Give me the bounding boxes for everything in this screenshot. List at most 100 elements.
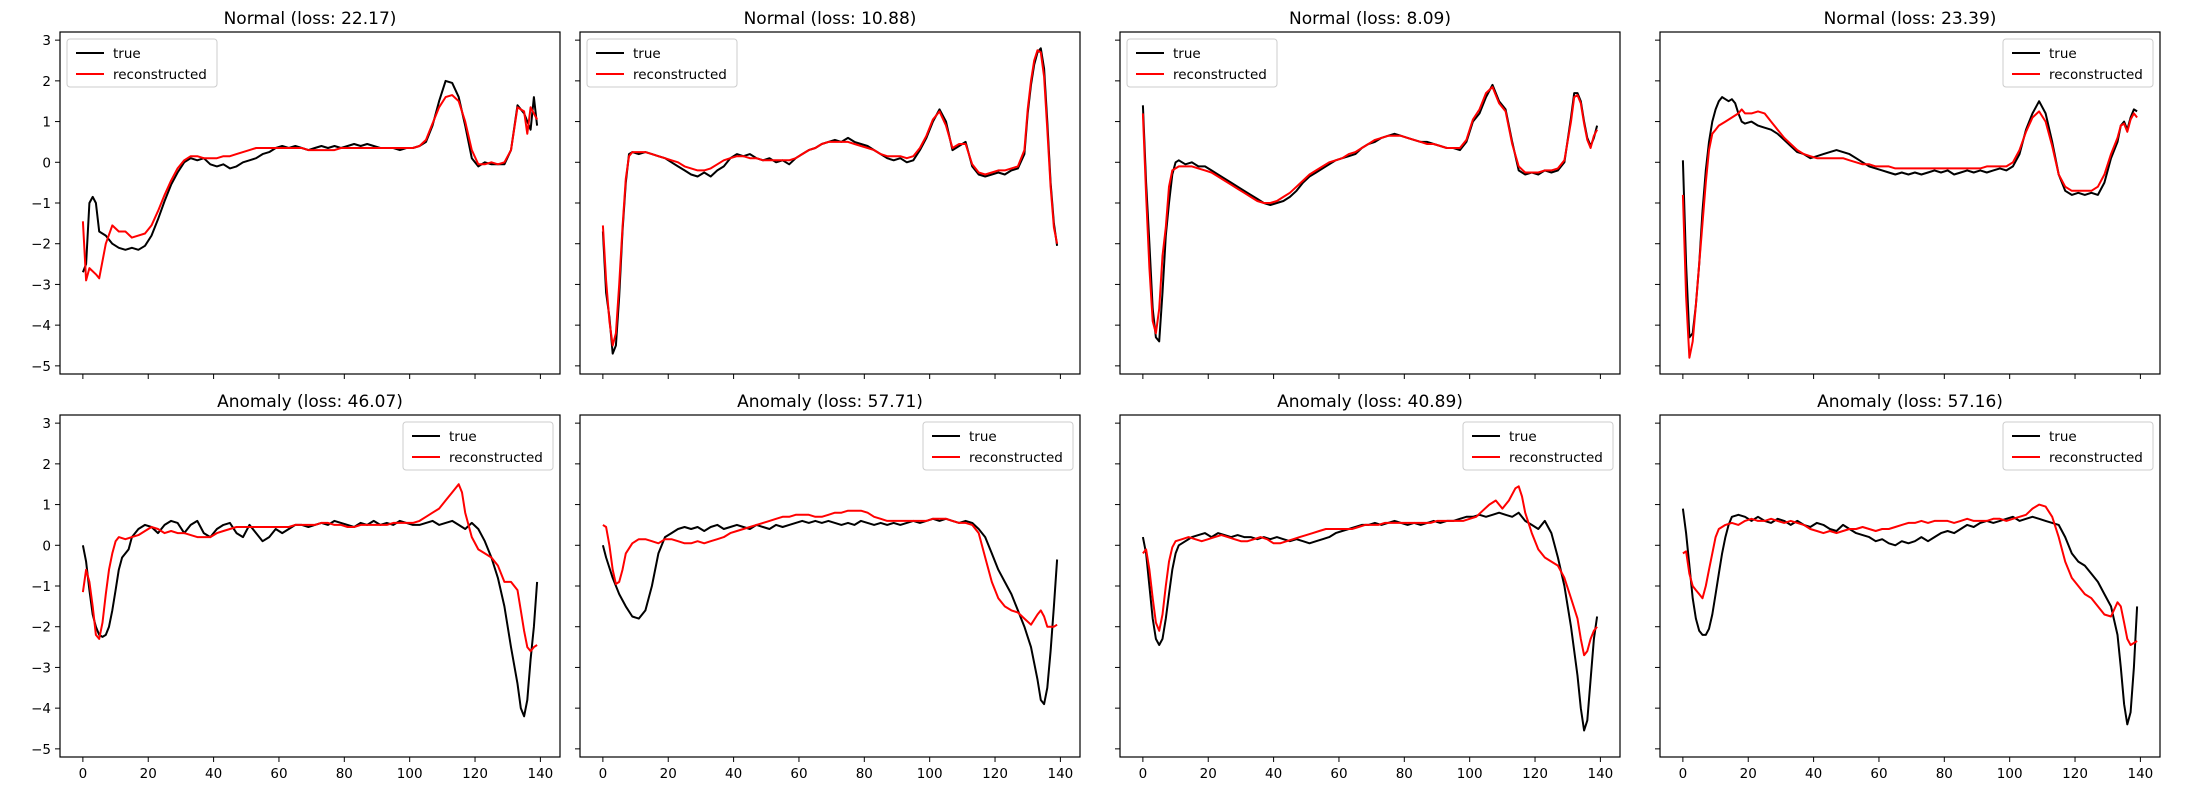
y-tick-label: −3 bbox=[31, 277, 51, 293]
legend: true reconstructed bbox=[2002, 421, 2154, 471]
legend-label-true: true bbox=[2049, 429, 2077, 445]
legend: true reconstructed bbox=[586, 38, 738, 88]
x-tick-label: 0 bbox=[599, 766, 608, 782]
legend-label-true: true bbox=[969, 429, 997, 445]
plot-frame bbox=[59, 414, 561, 758]
legend-label-reconstructed: reconstructed bbox=[1509, 450, 1603, 466]
subplot-title: Normal (loss: 23.39) bbox=[1824, 9, 1997, 29]
y-tick-label: 0 bbox=[42, 538, 51, 554]
legend-label-reconstructed: reconstructed bbox=[2049, 450, 2143, 466]
legend: true reconstructed bbox=[66, 38, 218, 88]
legend-label-true: true bbox=[2049, 46, 2077, 62]
subplot-title: Anomaly (loss: 40.89) bbox=[1277, 392, 1463, 412]
x-tick-label: 80 bbox=[856, 766, 873, 782]
series-line-reconstructed bbox=[81, 483, 538, 653]
series-line-reconstructed bbox=[601, 49, 1059, 347]
plot-frame bbox=[579, 414, 1081, 758]
x-tick-label: 40 bbox=[725, 766, 742, 782]
legend: true reconstructed bbox=[922, 421, 1074, 471]
y-tick-label: −2 bbox=[31, 620, 51, 636]
x-tick-label: 20 bbox=[140, 766, 157, 782]
legend-label-true: true bbox=[1509, 429, 1537, 445]
legend-box bbox=[1462, 421, 1614, 471]
x-tick-label: 140 bbox=[1048, 766, 1074, 782]
x-tick-label: 140 bbox=[528, 766, 554, 782]
plot-frame bbox=[1119, 31, 1621, 375]
plot-frame bbox=[1659, 31, 2161, 375]
subplot-3: Normal (loss: 8.09) true reconstructed bbox=[1115, 9, 1621, 379]
y-tick-label: −1 bbox=[31, 196, 51, 212]
subplot-4: Normal (loss: 23.39) true reconstructed bbox=[1655, 9, 2161, 379]
y-tick-label: 3 bbox=[42, 33, 51, 49]
y-tick-label: −4 bbox=[31, 701, 51, 717]
x-tick-label: 0 bbox=[1139, 766, 1148, 782]
x-tick-label: 120 bbox=[982, 766, 1008, 782]
subplot-grid: Normal (loss: 22.17) 3 2 1 0 −1 −2 −3 −4 −5 true re… bbox=[31, 9, 2161, 782]
legend-box bbox=[586, 38, 738, 88]
series-line-reconstructed bbox=[1681, 108, 2138, 359]
plot-frame bbox=[1119, 414, 1621, 758]
y-tick-label: −4 bbox=[31, 318, 51, 334]
x-tick-label: 40 bbox=[1265, 766, 1282, 782]
legend-label-reconstructed: reconstructed bbox=[449, 450, 543, 466]
legend-box bbox=[402, 421, 554, 471]
series-line-reconstructed bbox=[602, 509, 1058, 628]
x-tick-label: 100 bbox=[397, 766, 423, 782]
subplot-title: Anomaly (loss: 57.16) bbox=[1817, 392, 2003, 412]
subplot-5: Anomaly (loss: 46.07) 3 2 1 0 −1 −2 −3 −4 −5 0 20 40… bbox=[31, 392, 561, 782]
x-tick-label: 80 bbox=[336, 766, 353, 782]
plot-frame bbox=[59, 31, 561, 375]
series-line-reconstructed bbox=[81, 94, 538, 282]
legend-label-true: true bbox=[449, 429, 477, 445]
legend-label-true: true bbox=[1173, 46, 1201, 62]
legend-label-reconstructed: reconstructed bbox=[1173, 67, 1267, 83]
x-tick-label: 120 bbox=[462, 766, 488, 782]
x-tick-label: 60 bbox=[1330, 766, 1347, 782]
subplot-title: Normal (loss: 10.88) bbox=[744, 9, 917, 29]
legend-box bbox=[2002, 421, 2154, 471]
y-tick-label: −3 bbox=[31, 660, 51, 676]
x-tick-label: 120 bbox=[2062, 766, 2088, 782]
x-tick-label: 20 bbox=[1200, 766, 1217, 782]
series-line-true bbox=[1141, 511, 1599, 732]
legend-label-reconstructed: reconstructed bbox=[633, 67, 727, 83]
y-tick-label: −1 bbox=[31, 579, 51, 595]
legend: true reconstructed bbox=[2002, 38, 2154, 88]
x-tick-label: 60 bbox=[790, 766, 807, 782]
x-tick-label: 0 bbox=[1679, 766, 1688, 782]
x-tick-label: 80 bbox=[1936, 766, 1953, 782]
x-tick-label: 60 bbox=[270, 766, 287, 782]
subplot-6: Anomaly (loss: 57.71) 0 20 40 60 80 100 120 140 t… bbox=[575, 392, 1081, 782]
y-tick-label: 3 bbox=[42, 416, 51, 432]
x-tick-label: 140 bbox=[2128, 766, 2154, 782]
y-tick-label: 1 bbox=[42, 498, 51, 514]
y-tick-label: 1 bbox=[42, 115, 51, 131]
y-tick-label: 2 bbox=[42, 457, 51, 473]
legend-label-reconstructed: reconstructed bbox=[969, 450, 1063, 466]
y-tick-label: −2 bbox=[31, 237, 51, 253]
subplot-title: Anomaly (loss: 57.71) bbox=[737, 392, 923, 412]
series-line-reconstructed bbox=[1682, 503, 2138, 646]
plot-frame bbox=[579, 31, 1081, 375]
series-line-true bbox=[601, 517, 1059, 706]
x-tick-label: 20 bbox=[660, 766, 677, 782]
series-line-true bbox=[1681, 96, 2138, 339]
subplot-2: Normal (loss: 10.88) true reconstructed bbox=[575, 9, 1081, 379]
legend-box bbox=[1126, 38, 1278, 88]
y-tick-label: −5 bbox=[31, 359, 51, 375]
x-tick-label: 100 bbox=[1997, 766, 2023, 782]
subplot-1: Normal (loss: 22.17) 3 2 1 0 −1 −2 −3 −4 −5 true re… bbox=[31, 9, 561, 379]
y-tick-label: 2 bbox=[42, 74, 51, 90]
x-tick-label: 120 bbox=[1522, 766, 1548, 782]
plot-frame bbox=[1659, 414, 2161, 758]
x-tick-label: 40 bbox=[1805, 766, 1822, 782]
x-tick-label: 80 bbox=[1396, 766, 1413, 782]
series-line-reconstructed bbox=[1141, 86, 1598, 335]
legend-label-reconstructed: reconstructed bbox=[113, 67, 207, 83]
subplot-title: Normal (loss: 8.09) bbox=[1289, 9, 1451, 29]
legend-label-true: true bbox=[113, 46, 141, 62]
x-tick-label: 100 bbox=[1457, 766, 1483, 782]
y-tick-label: 0 bbox=[42, 155, 51, 171]
